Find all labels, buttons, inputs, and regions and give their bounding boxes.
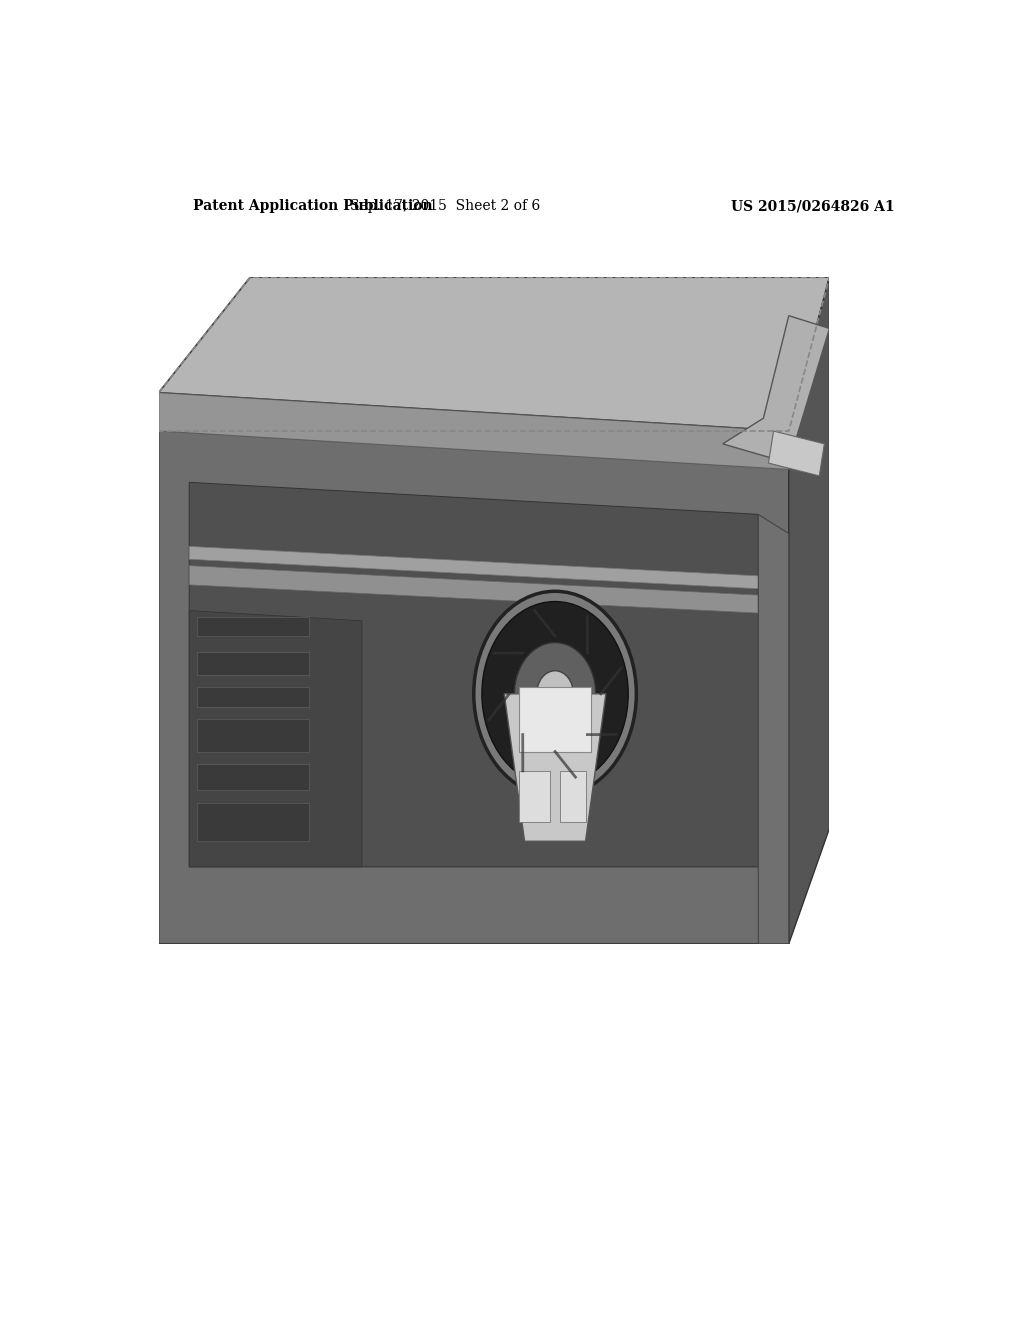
Polygon shape bbox=[159, 392, 788, 944]
Polygon shape bbox=[159, 392, 788, 470]
Polygon shape bbox=[159, 277, 829, 432]
Text: 120: 120 bbox=[477, 517, 501, 643]
Bar bbox=[198, 764, 309, 789]
Bar bbox=[198, 803, 309, 841]
Polygon shape bbox=[189, 482, 759, 867]
Text: 35: 35 bbox=[301, 507, 316, 602]
Text: FIG - 2: FIG - 2 bbox=[494, 924, 556, 942]
Polygon shape bbox=[504, 694, 606, 841]
Text: 100: 100 bbox=[374, 512, 398, 614]
Text: US 2015/0264826 A1: US 2015/0264826 A1 bbox=[731, 199, 895, 213]
Polygon shape bbox=[768, 432, 824, 477]
Circle shape bbox=[482, 602, 629, 787]
Polygon shape bbox=[189, 566, 759, 612]
Polygon shape bbox=[759, 515, 788, 944]
Circle shape bbox=[514, 643, 596, 744]
Bar bbox=[560, 771, 586, 822]
Text: 51: 51 bbox=[610, 521, 627, 681]
Text: 90: 90 bbox=[582, 438, 626, 689]
Text: Sep. 17, 2015  Sheet 2 of 6: Sep. 17, 2015 Sheet 2 of 6 bbox=[350, 199, 541, 213]
Polygon shape bbox=[723, 315, 829, 463]
Text: 52: 52 bbox=[546, 519, 562, 657]
Bar bbox=[519, 688, 591, 751]
Text: 53: 53 bbox=[632, 548, 648, 605]
Bar bbox=[519, 771, 550, 822]
Text: 25: 25 bbox=[259, 487, 274, 572]
Bar bbox=[198, 688, 309, 706]
Text: 54: 54 bbox=[631, 560, 646, 582]
Text: 55: 55 bbox=[636, 527, 651, 681]
Text: Patent Application Publication: Patent Application Publication bbox=[194, 199, 433, 213]
Bar bbox=[198, 652, 309, 675]
Circle shape bbox=[474, 591, 636, 796]
Polygon shape bbox=[189, 546, 759, 589]
Polygon shape bbox=[189, 610, 361, 867]
Bar bbox=[198, 719, 309, 751]
Circle shape bbox=[537, 671, 573, 717]
Polygon shape bbox=[788, 277, 829, 944]
Bar bbox=[198, 616, 309, 636]
